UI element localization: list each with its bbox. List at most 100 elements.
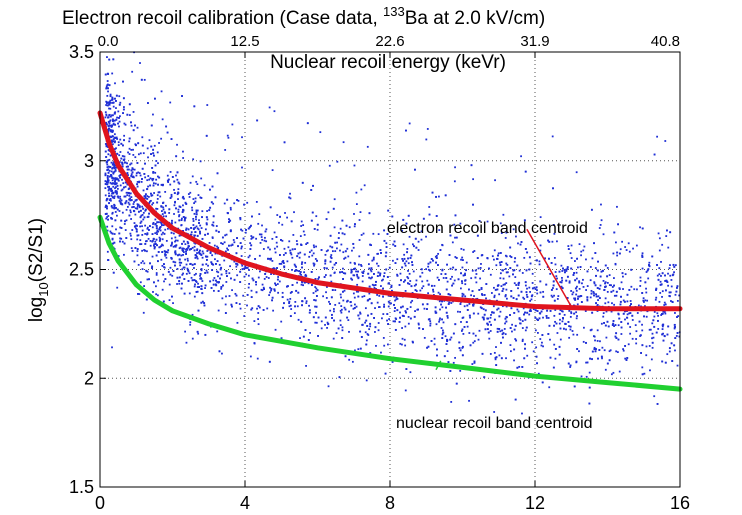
scatter-point	[525, 326, 528, 329]
scatter-point	[403, 253, 406, 256]
scatter-point	[115, 186, 117, 189]
scatter-point	[173, 213, 175, 215]
scatter-point	[385, 251, 388, 254]
scatter-point	[110, 139, 113, 142]
scatter-point	[417, 323, 420, 326]
scatter-point	[119, 201, 122, 204]
scatter-point	[271, 299, 274, 302]
scatter-point	[523, 357, 526, 360]
scatter-point	[143, 173, 146, 175]
scatter-point	[128, 137, 131, 140]
scatter-point	[130, 121, 132, 124]
scatter-point	[198, 249, 201, 252]
scatter-point	[620, 321, 623, 323]
scatter-point	[159, 229, 162, 232]
scatter-point	[370, 267, 373, 270]
scatter-point	[504, 322, 506, 325]
scatter-point	[421, 280, 424, 283]
scatter-point	[137, 142, 140, 145]
scatter-point	[210, 201, 213, 204]
scatter-point	[583, 245, 586, 248]
scatter-point	[109, 124, 112, 127]
scatter-point	[163, 280, 165, 283]
scatter-point	[104, 173, 107, 176]
nuclear-recoil-annotation: nuclear recoil band centroid	[396, 415, 593, 432]
scatter-point	[494, 179, 496, 182]
scatter-point	[196, 290, 199, 293]
scatter-point	[521, 340, 524, 343]
scatter-point	[626, 313, 629, 316]
scatter-point	[653, 325, 656, 328]
scatter-point	[283, 141, 286, 144]
scatter-point	[426, 279, 429, 282]
scatter-point	[509, 344, 512, 346]
scatter-point	[151, 167, 154, 169]
scatter-point	[259, 241, 262, 244]
y-tick-label: 3	[84, 151, 94, 171]
scatter-point	[567, 245, 570, 247]
scatter-point	[289, 252, 292, 254]
scatter-point	[407, 277, 410, 280]
scatter-point	[599, 224, 602, 226]
scatter-point	[399, 342, 402, 345]
scatter-point	[316, 228, 319, 231]
scatter-point	[466, 325, 469, 328]
scatter-point	[363, 295, 366, 298]
scatter-point	[410, 285, 413, 288]
scatter-point	[315, 295, 318, 297]
scatter-point	[287, 246, 290, 249]
scatter-point	[132, 154, 135, 156]
scatter-point	[393, 310, 396, 313]
scatter-point	[394, 307, 396, 309]
scatter-point	[571, 293, 574, 296]
scatter-point	[254, 258, 257, 260]
scatter-point	[199, 232, 202, 235]
scatter-point	[462, 333, 465, 335]
scatter-point	[313, 299, 315, 301]
scatter-point	[142, 211, 145, 214]
scatter-point	[128, 140, 131, 143]
scatter-point	[121, 163, 124, 166]
scatter-point	[134, 225, 136, 228]
scatter-point	[226, 275, 228, 277]
scatter-point	[329, 260, 332, 263]
scatter-point	[315, 245, 317, 248]
scatter-point	[108, 192, 110, 195]
scatter-point	[218, 350, 221, 353]
scatter-point	[452, 266, 455, 269]
scatter-point	[320, 249, 323, 251]
scatter-point	[568, 281, 571, 284]
scatter-point	[522, 296, 525, 299]
scatter-point	[209, 188, 211, 191]
scatter-point	[336, 247, 338, 250]
scatter-point	[338, 232, 340, 234]
scatter-point	[109, 95, 112, 98]
scatter-point	[169, 101, 172, 104]
scatter-point	[280, 337, 283, 340]
scatter-point	[346, 316, 349, 319]
scatter-point	[113, 241, 116, 244]
scatter-point	[238, 303, 241, 305]
scatter-point	[211, 223, 214, 226]
scatter-point	[271, 237, 274, 240]
scatter-point	[358, 255, 361, 258]
scatter-point	[453, 223, 456, 226]
scatter-point	[404, 310, 407, 312]
scatter-point	[535, 259, 538, 262]
scatter-point	[174, 236, 177, 239]
scatter-point	[115, 192, 118, 195]
scatter-point	[118, 232, 121, 235]
scatter-point	[149, 199, 152, 202]
scatter-point	[669, 231, 672, 234]
scatter-point	[383, 305, 386, 308]
scatter-point	[537, 319, 539, 321]
scatter-point	[458, 341, 461, 344]
scatter-point	[668, 347, 671, 350]
scatter-point	[151, 267, 153, 269]
scatter-point	[408, 235, 411, 238]
scatter-point	[308, 255, 311, 258]
scatter-point	[574, 287, 577, 290]
scatter-point	[641, 227, 644, 230]
scatter-point	[407, 322, 410, 325]
scatter-point	[493, 411, 496, 413]
